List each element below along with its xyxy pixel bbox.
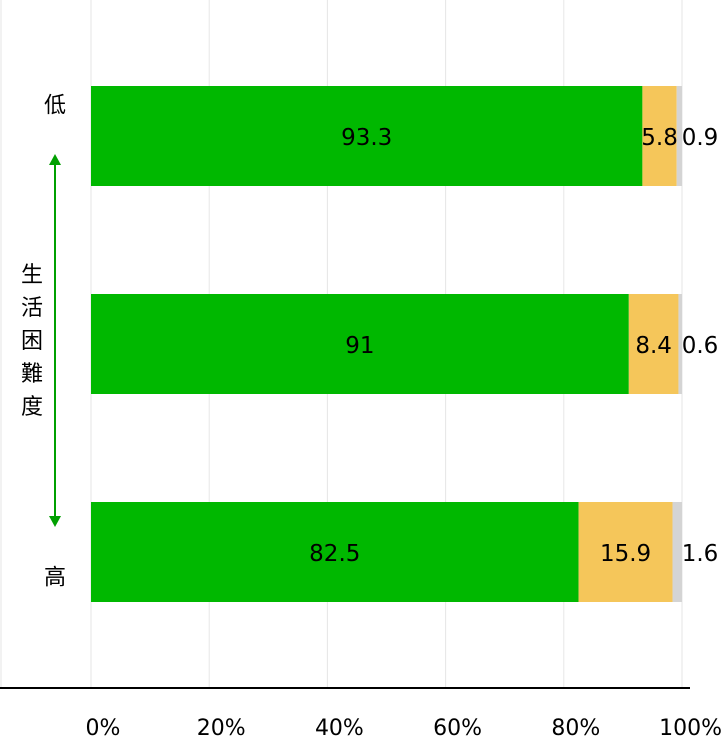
x-tick-label: 40% — [315, 716, 364, 741]
bar-segment — [628, 294, 679, 394]
x-tick-label: 60% — [433, 716, 482, 741]
bar-segment — [642, 86, 677, 186]
value-label: 0.6 — [682, 333, 719, 359]
bar-segment — [91, 86, 643, 186]
bar-segment — [91, 502, 579, 602]
x-tick-label: 20% — [197, 716, 246, 741]
y-axis-title: 生活困難度 — [21, 154, 61, 527]
value-label: 93.3 — [341, 125, 392, 151]
x-tick-label: 100% — [659, 716, 722, 741]
bar-segment — [91, 294, 629, 394]
y-axis-title-char: 困 — [21, 329, 43, 354]
arrow-down-icon — [49, 516, 61, 527]
x-tick-label: 0% — [86, 716, 121, 741]
y-axis-title-char: 活 — [21, 296, 43, 321]
category-label: 低 — [44, 94, 66, 119]
category-labels: 低高 — [44, 94, 66, 591]
bars — [91, 86, 682, 602]
y-axis-title-char: 難 — [21, 362, 43, 387]
arrow-up-icon — [49, 154, 61, 165]
bar-segment — [676, 86, 682, 186]
bar-segment — [678, 294, 682, 394]
y-axis-title-text: 生活困難度 — [21, 263, 43, 420]
bar-segment — [672, 502, 682, 602]
value-label: 1.6 — [682, 541, 719, 567]
value-label: 15.9 — [600, 541, 651, 567]
value-label: 91 — [345, 333, 374, 359]
category-label: 高 — [44, 566, 66, 591]
x-tick-labels: 0% 20% 40% 60% 80% 100% — [86, 716, 722, 741]
x-tick-label: 80% — [551, 716, 600, 741]
value-label: 5.8 — [641, 125, 678, 151]
value-label: 82.5 — [309, 541, 360, 567]
value-label: 8.4 — [635, 333, 672, 359]
value-labels: 93.3 5.8 0.9 91 8.4 0.6 82.5 15.9 1.6 — [309, 125, 718, 567]
y-axis-title-char: 度 — [21, 395, 43, 420]
value-label: 0.9 — [682, 125, 719, 151]
y-axis-title-char: 生 — [21, 263, 43, 288]
bar-segment — [578, 502, 673, 602]
